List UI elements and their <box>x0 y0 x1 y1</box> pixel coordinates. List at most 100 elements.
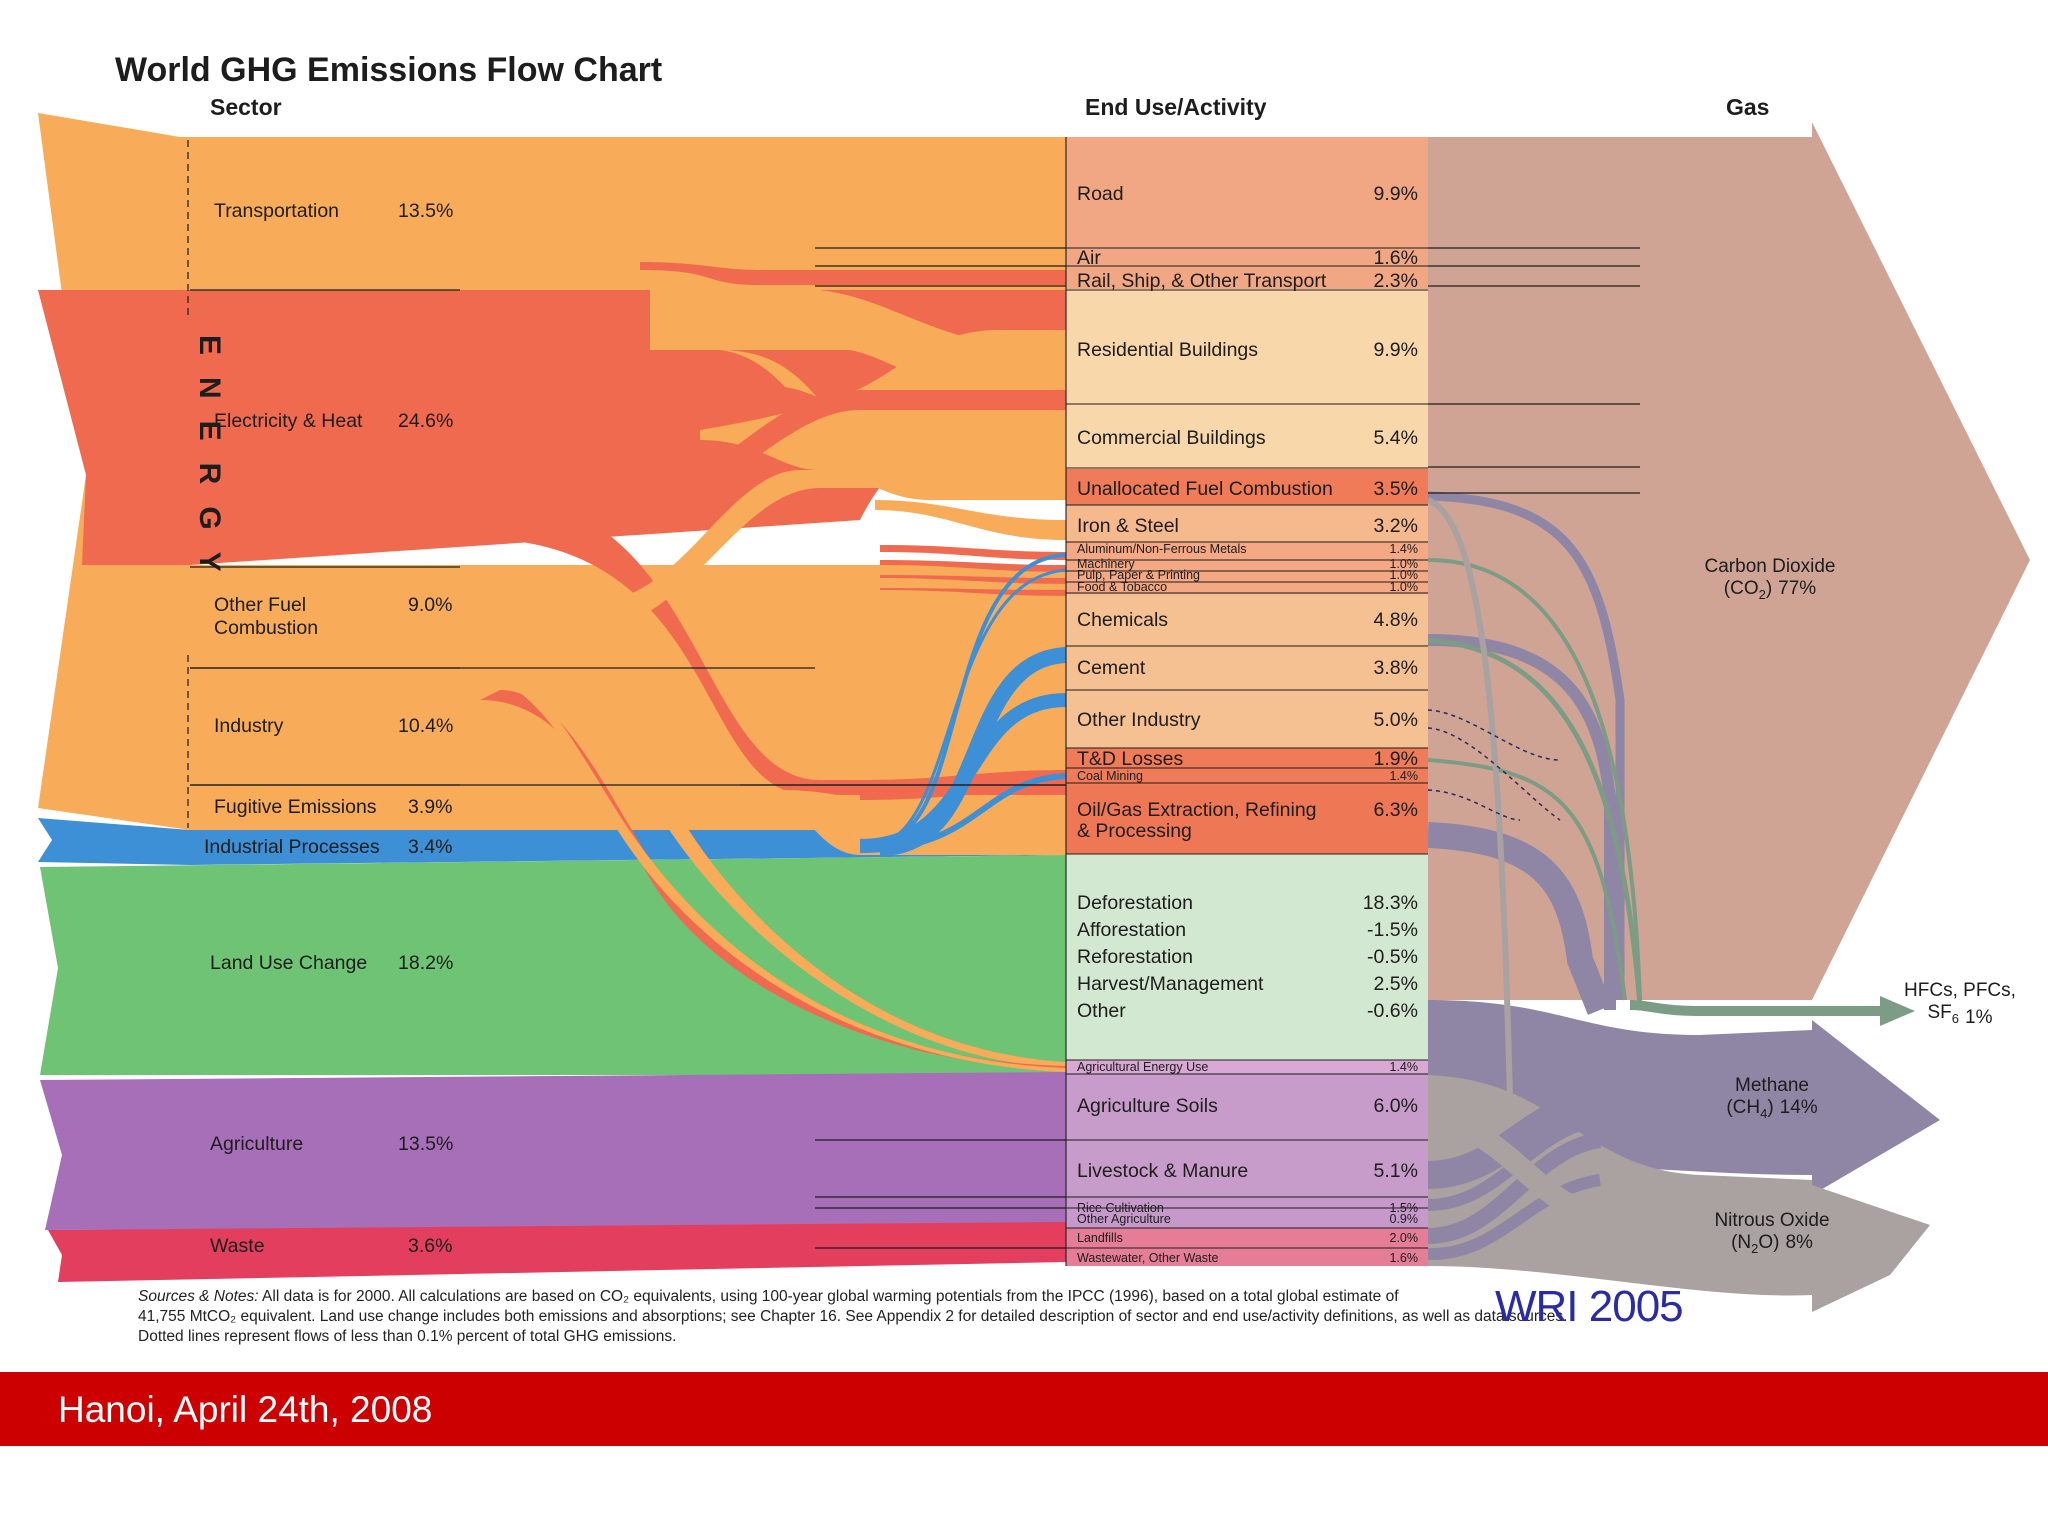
gas-formula: (N2O) 8% <box>1731 1232 1813 1256</box>
co2-band <box>1428 122 2030 1000</box>
sector-label: Waste <box>210 1235 265 1257</box>
end-use-label: Afforestation <box>1077 919 1186 941</box>
landuse-band <box>40 855 1066 1075</box>
gas-formula: (CH4) 14% <box>1726 1097 1817 1121</box>
gas-labels: Carbon Dioxide (CO2) 77% HFCs, PFCs, SF6 1… <box>1705 556 2016 1256</box>
end-use-label: Residential Buildings <box>1077 339 1258 361</box>
end-use-label: Aluminum/Non-Ferrous Metals <box>1077 542 1247 556</box>
notes-line-2: 41,755 MtCO₂ equivalent. Land use change… <box>138 1308 1568 1325</box>
sector-label: Land Use Change <box>210 952 367 974</box>
sector-value: 18.2% <box>398 952 453 974</box>
end-use-label: Agriculture Soils <box>1077 1095 1218 1117</box>
sector-label: Electricity & Heat <box>214 410 363 432</box>
ghg-flow-chart: ENERGY World GHG Emissions Flow Chart Se… <box>38 51 2030 1312</box>
electricity-band <box>38 290 1066 565</box>
gas-label: Methane <box>1735 1075 1809 1096</box>
end-use-value: 9.9% <box>1374 183 1418 205</box>
sector-value: 3.6% <box>408 1235 452 1257</box>
gas-header: Gas <box>1726 94 1769 120</box>
sector-value: 13.5% <box>398 200 453 222</box>
end-use-value: -0.6% <box>1367 1000 1418 1022</box>
end-use-label: Air <box>1077 247 1101 269</box>
end-use-labels: Road 9.9% Air 1.6% Rail, Ship, & Other T… <box>1077 183 1418 1265</box>
gas-label: Carbon Dioxide <box>1705 556 1836 577</box>
end-use-value: 5.4% <box>1374 427 1418 449</box>
end-use-label: & Processing <box>1077 820 1192 842</box>
end-use-label: Oil/Gas Extraction, Refining <box>1077 799 1317 821</box>
end-use-label: Food & Tobacco <box>1077 580 1167 594</box>
end-use-label: Machinery <box>1077 557 1135 571</box>
end-use-label: Iron & Steel <box>1077 515 1179 537</box>
footer-bar: Hanoi, April 24th, 2008 <box>0 1372 2048 1446</box>
end-use-label: Coal Mining <box>1077 769 1143 783</box>
end-use-value: 3.8% <box>1374 657 1418 679</box>
end-use-label: Pulp, Paper & Printing <box>1077 568 1200 582</box>
end-use-label: Rice Cultivation <box>1077 1201 1164 1215</box>
sector-label: Transportation <box>214 200 339 222</box>
end-use-value: 9.9% <box>1374 339 1418 361</box>
end-use-value: 1.0% <box>1390 568 1419 582</box>
end-use-value: 6.0% <box>1374 1095 1418 1117</box>
end-use-column <box>1066 137 1428 1266</box>
gas-label: Nitrous Oxide <box>1714 1210 1829 1231</box>
end-use-label: Agricultural Energy Use <box>1077 1060 1208 1074</box>
notes-text-1: All data is for 2000. All calculations a… <box>258 1288 1399 1305</box>
end-use-value: 5.1% <box>1374 1160 1418 1182</box>
end-use-value: 2.3% <box>1374 270 1418 292</box>
end-use-label: Cement <box>1077 657 1146 679</box>
agriculture-band <box>40 1072 1066 1230</box>
end-use-value: -0.5% <box>1367 946 1418 968</box>
end-use-label: T&D Losses <box>1077 748 1183 770</box>
end-use-header: End Use/Activity <box>1085 94 1267 120</box>
notes-label: Sources & Notes: <box>138 1288 259 1305</box>
end-use-value: 3.5% <box>1374 478 1418 500</box>
gas-formula: (CO2) 77% <box>1724 578 1817 602</box>
end-use-label: Road <box>1077 183 1124 205</box>
sector-label: Fugitive Emissions <box>214 796 377 818</box>
sector-label: Combustion <box>214 617 318 639</box>
end-use-value: 6.3% <box>1374 799 1418 821</box>
end-use-label: Landfills <box>1077 1231 1123 1245</box>
end-use-label: Wastewater, Other Waste <box>1077 1251 1219 1265</box>
end-use-value: 1.6% <box>1374 247 1418 269</box>
end-use-label: Harvest/Management <box>1077 973 1264 995</box>
energy-band <box>38 113 1066 830</box>
energy-bracket: ENERGY <box>187 140 460 828</box>
notes-line-3: Dotted lines represent flows of less tha… <box>138 1328 677 1345</box>
industrial-process-streams <box>859 553 1067 856</box>
sector-labels: Transportation 13.5% Electricity & Heat … <box>204 200 453 1257</box>
gas-bands <box>1428 122 2030 1312</box>
industrial-processes-band <box>38 818 1066 865</box>
chart-title: World GHG Emissions Flow Chart <box>115 51 662 89</box>
hfc-arrow <box>1630 996 1915 1026</box>
end-use-value: 5.0% <box>1374 709 1418 731</box>
sector-bands <box>38 113 1066 1282</box>
gas-formula: SF6 1% <box>1928 1002 1993 1028</box>
end-use-label: Unallocated Fuel Combustion <box>1077 478 1333 500</box>
end-use-value: 1.4% <box>1390 1060 1419 1074</box>
end-use-dividers <box>1065 137 1428 1266</box>
footer-text: Hanoi, April 24th, 2008 <box>58 1389 433 1430</box>
end-use-label: Other <box>1077 1000 1126 1022</box>
sector-value: 3.9% <box>408 796 452 818</box>
sources-notes: Sources & Notes: All data is for 2000. A… <box>138 1287 1898 1347</box>
end-use-label: Commercial Buildings <box>1077 427 1266 449</box>
end-use-value: 18.3% <box>1363 892 1418 914</box>
end-use-value: 1.5% <box>1390 1201 1419 1215</box>
sector-header: Sector <box>210 94 282 120</box>
end-use-label: Deforestation <box>1077 892 1193 914</box>
sector-value: 9.0% <box>408 594 452 616</box>
end-use-value: 0.9% <box>1390 1212 1419 1226</box>
end-use-label: Other Agriculture <box>1077 1212 1171 1226</box>
sector-value: 13.5% <box>398 1133 453 1155</box>
sector-flows <box>460 262 1066 1072</box>
gas-connectors <box>1426 491 1643 1261</box>
gas-label: HFCs, PFCs, <box>1904 980 2016 1001</box>
end-use-value: -1.5% <box>1367 919 1418 941</box>
energy-group-label: ENERGY <box>193 335 226 594</box>
end-use-value: 1.9% <box>1374 748 1418 770</box>
end-use-label: Chemicals <box>1077 609 1168 631</box>
end-use-label: Rail, Ship, & Other Transport <box>1077 270 1327 292</box>
sector-label: Industry <box>214 715 284 737</box>
end-use-value: 3.2% <box>1374 515 1418 537</box>
